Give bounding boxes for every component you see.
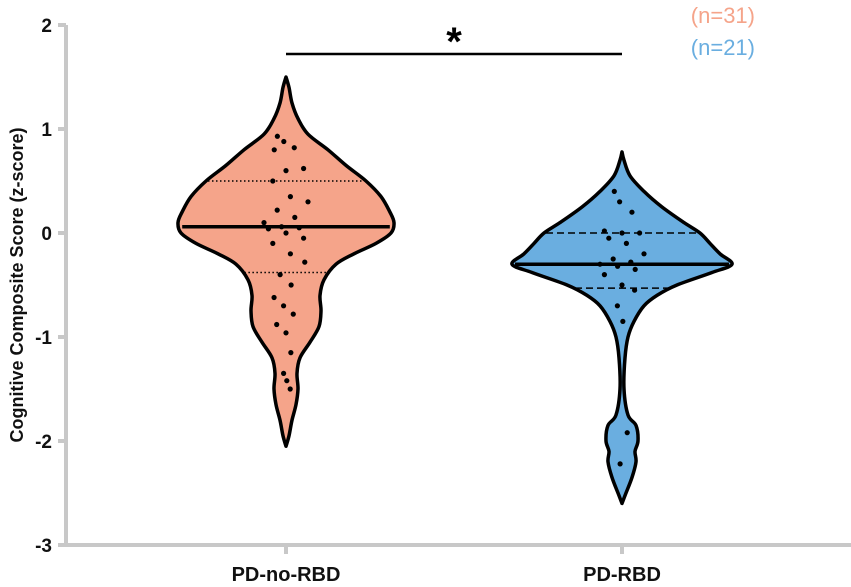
data-point bbox=[279, 224, 285, 230]
data-point bbox=[277, 272, 283, 278]
data-point bbox=[302, 259, 308, 265]
sample-size-labels: (n=31) (n=21) bbox=[691, 3, 755, 60]
data-point bbox=[614, 303, 620, 309]
n-label-1: (n=31) bbox=[691, 3, 755, 28]
data-point bbox=[287, 251, 293, 257]
violin-shape bbox=[176, 75, 396, 448]
data-point bbox=[287, 386, 293, 392]
data-point bbox=[296, 225, 302, 231]
violin-shape bbox=[510, 150, 734, 506]
data-point bbox=[283, 230, 289, 236]
data-point bbox=[265, 226, 271, 232]
n-label-2: (n=21) bbox=[691, 35, 755, 60]
data-point bbox=[632, 266, 638, 272]
data-point bbox=[284, 378, 290, 384]
y-tick-label: -2 bbox=[35, 432, 52, 453]
data-point bbox=[287, 194, 293, 200]
y-axis-title: Cognitive Composite Score (z-score) bbox=[7, 127, 27, 442]
violin-group bbox=[510, 150, 734, 506]
violins bbox=[176, 75, 734, 506]
data-point bbox=[615, 263, 621, 269]
data-point bbox=[637, 230, 643, 236]
x-category-label: PD-RBD bbox=[583, 564, 661, 586]
data-point bbox=[623, 240, 630, 246]
data-point bbox=[274, 207, 280, 213]
data-point bbox=[292, 214, 298, 220]
data-point bbox=[280, 303, 287, 309]
data-point bbox=[632, 287, 638, 293]
data-point bbox=[624, 430, 630, 436]
data-point bbox=[301, 235, 307, 241]
data-point bbox=[261, 220, 267, 226]
data-point bbox=[619, 282, 625, 288]
data-point bbox=[274, 321, 280, 328]
data-point bbox=[619, 230, 625, 236]
data-point bbox=[617, 199, 623, 205]
data-point bbox=[629, 209, 635, 215]
data-point bbox=[281, 138, 287, 145]
x-axis: PD-no-RBD PD-RBD bbox=[66, 543, 851, 586]
data-point bbox=[301, 165, 307, 172]
data-point bbox=[290, 311, 296, 317]
data-point bbox=[283, 330, 289, 336]
y-tick-label: -1 bbox=[35, 328, 52, 349]
data-point bbox=[291, 145, 297, 151]
data-point bbox=[641, 251, 647, 257]
data-point bbox=[281, 370, 287, 376]
data-point bbox=[283, 168, 289, 174]
data-point bbox=[606, 235, 612, 241]
violin-group bbox=[176, 75, 396, 448]
data-point bbox=[601, 228, 608, 234]
data-point bbox=[288, 282, 294, 288]
data-point bbox=[611, 188, 617, 194]
data-point bbox=[597, 261, 603, 267]
data-point bbox=[601, 272, 608, 278]
data-point bbox=[270, 178, 276, 184]
data-point bbox=[628, 259, 634, 265]
y-tick-label: 1 bbox=[41, 120, 52, 141]
data-point bbox=[271, 294, 277, 301]
data-point bbox=[288, 350, 294, 356]
data-point bbox=[620, 318, 626, 324]
data-point bbox=[271, 147, 277, 153]
data-point bbox=[270, 240, 276, 246]
data-point bbox=[274, 133, 280, 139]
y-tick-label: 0 bbox=[41, 224, 52, 245]
significance-annotation: * bbox=[286, 20, 622, 64]
y-tick-label: 2 bbox=[41, 16, 52, 37]
x-category-label: PD-no-RBD bbox=[232, 564, 341, 586]
significance-star: * bbox=[446, 20, 462, 64]
y-tick-label: -3 bbox=[35, 536, 52, 557]
data-point bbox=[305, 199, 311, 205]
y-axis: 2 1 0 -1 -2 -3 bbox=[35, 16, 68, 557]
data-point bbox=[610, 256, 616, 262]
data-point bbox=[617, 461, 623, 467]
